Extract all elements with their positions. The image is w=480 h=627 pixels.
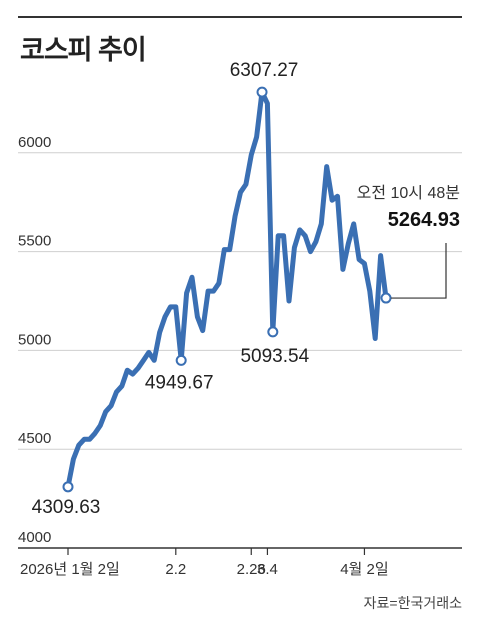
y-tick-label-6000: 6000 <box>18 134 51 151</box>
annotation-marker-4 <box>380 292 392 304</box>
annotation-marker-2 <box>256 86 268 98</box>
axis-layer: 4000 4500 5000 5500 6000 2026년 1월 2일 2.2 2.263.… <box>18 134 462 578</box>
annotation-value-label: 5264.93 <box>388 209 460 231</box>
grid-layer <box>18 152 462 450</box>
y-tick-label-4500: 4500 <box>18 430 51 447</box>
annotation-label-0: 4309.63 <box>32 497 101 518</box>
y-tick-label-5000: 5000 <box>18 331 51 348</box>
top-rule <box>18 16 462 18</box>
y-tick-label-4000: 4000 <box>18 529 51 546</box>
annotation-marker-1 <box>175 354 187 366</box>
x-tick-label-0: 2026년 1월 2일 <box>20 561 120 578</box>
annotation-leader-line <box>391 243 447 299</box>
annotation-time-label: 오전 10시 48분 <box>357 184 460 202</box>
source-label: 자료=한국거래소 <box>364 595 462 611</box>
annotation-label-1: 4949.67 <box>145 372 214 393</box>
x-tick-label-4: 4월 2일 <box>340 561 388 578</box>
x-tick-label-1: 2.2 <box>165 561 186 578</box>
series-line <box>65 89 389 490</box>
y-tick-label-5500: 5500 <box>18 233 51 250</box>
chart-title: 코스피 추이 <box>20 35 147 65</box>
annotation-marker-0 <box>62 481 74 493</box>
annotation-layer: 4309.63 4949.67 6307.27 5093.54 오전 10시 48분 52… <box>32 60 460 518</box>
annotation-label-2: 6307.27 <box>230 60 299 81</box>
x-tick-label-3: 3.4 <box>257 561 278 578</box>
annotation-marker-3 <box>267 326 279 338</box>
annotation-label-3: 5093.54 <box>240 346 309 367</box>
x-tick-label-2: 2.26 <box>237 561 266 578</box>
series-layer <box>65 89 389 490</box>
